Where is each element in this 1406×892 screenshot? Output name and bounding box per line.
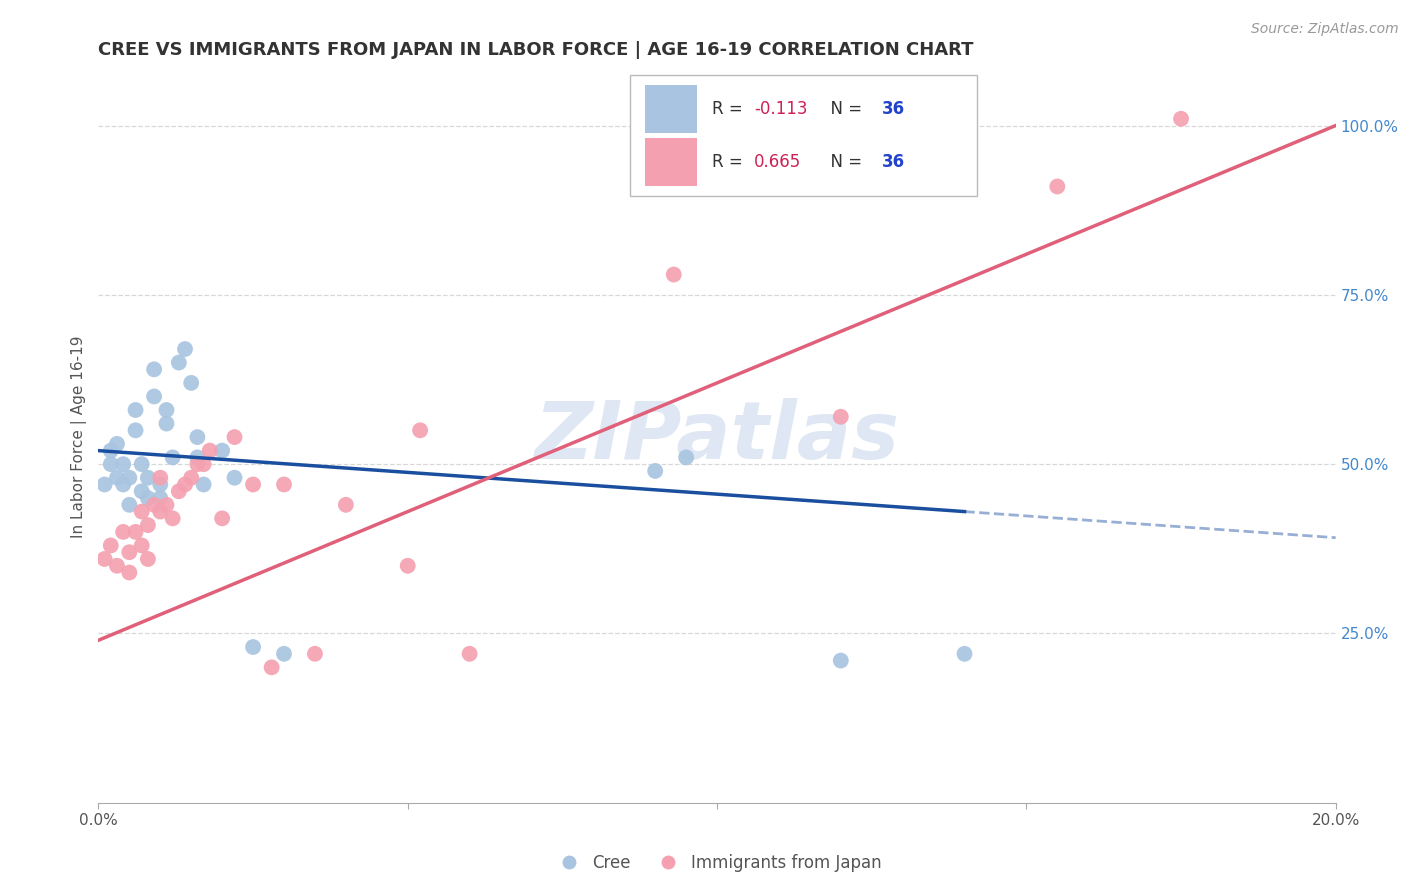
Text: CREE VS IMMIGRANTS FROM JAPAN IN LABOR FORCE | AGE 16-19 CORRELATION CHART: CREE VS IMMIGRANTS FROM JAPAN IN LABOR F… bbox=[98, 41, 974, 59]
Point bbox=[112, 457, 135, 471]
Point bbox=[118, 498, 141, 512]
Point bbox=[396, 558, 419, 573]
Text: -0.113: -0.113 bbox=[754, 100, 807, 118]
Point bbox=[105, 437, 128, 451]
Point bbox=[105, 558, 128, 573]
Point bbox=[186, 457, 208, 471]
Legend: Cree, Immigrants from Japan: Cree, Immigrants from Japan bbox=[546, 847, 889, 879]
Point bbox=[124, 423, 146, 437]
FancyBboxPatch shape bbox=[630, 75, 977, 195]
Point bbox=[136, 518, 159, 533]
Point bbox=[193, 457, 215, 471]
Point bbox=[273, 477, 295, 491]
Y-axis label: In Labor Force | Age 16-19: In Labor Force | Age 16-19 bbox=[72, 335, 87, 539]
Point bbox=[198, 443, 221, 458]
FancyBboxPatch shape bbox=[645, 138, 697, 186]
Point bbox=[242, 477, 264, 491]
Point bbox=[149, 505, 172, 519]
Point bbox=[167, 484, 190, 499]
Point bbox=[112, 524, 135, 539]
Point bbox=[118, 545, 141, 559]
Point bbox=[224, 471, 246, 485]
Point bbox=[149, 491, 172, 505]
Point bbox=[186, 430, 208, 444]
Point bbox=[174, 342, 197, 356]
Point bbox=[211, 511, 233, 525]
Point bbox=[118, 566, 141, 580]
Point bbox=[953, 647, 976, 661]
Point bbox=[644, 464, 666, 478]
Point bbox=[242, 640, 264, 654]
Point bbox=[149, 477, 172, 491]
Point bbox=[118, 471, 141, 485]
Text: R =: R = bbox=[711, 153, 748, 171]
Point bbox=[224, 430, 246, 444]
Point bbox=[409, 423, 432, 437]
Text: 36: 36 bbox=[882, 100, 904, 118]
Point bbox=[167, 355, 190, 369]
Point bbox=[100, 443, 122, 458]
Text: N =: N = bbox=[820, 153, 868, 171]
Point bbox=[131, 505, 153, 519]
Point bbox=[155, 417, 177, 431]
Point bbox=[186, 450, 208, 465]
Point bbox=[131, 457, 153, 471]
Point bbox=[180, 471, 202, 485]
Point bbox=[662, 268, 685, 282]
Point bbox=[112, 477, 135, 491]
FancyBboxPatch shape bbox=[645, 85, 697, 133]
Point bbox=[100, 457, 122, 471]
Point bbox=[131, 484, 153, 499]
Point bbox=[105, 471, 128, 485]
Point bbox=[124, 524, 146, 539]
Text: 36: 36 bbox=[882, 153, 904, 171]
Point bbox=[143, 498, 166, 512]
Text: ZIPatlas: ZIPatlas bbox=[534, 398, 900, 476]
Point bbox=[162, 450, 184, 465]
Point bbox=[143, 389, 166, 403]
Point bbox=[136, 471, 159, 485]
Point bbox=[211, 443, 233, 458]
Point bbox=[273, 647, 295, 661]
Text: Source: ZipAtlas.com: Source: ZipAtlas.com bbox=[1251, 22, 1399, 37]
Point bbox=[149, 471, 172, 485]
Point bbox=[93, 477, 115, 491]
Point bbox=[830, 409, 852, 424]
Point bbox=[136, 552, 159, 566]
Point bbox=[131, 538, 153, 552]
Point bbox=[335, 498, 357, 512]
Point bbox=[1046, 179, 1069, 194]
Point bbox=[458, 647, 481, 661]
Point bbox=[1170, 112, 1192, 126]
Point bbox=[162, 511, 184, 525]
Point bbox=[180, 376, 202, 390]
Point bbox=[675, 450, 697, 465]
Point bbox=[155, 403, 177, 417]
Text: N =: N = bbox=[820, 100, 868, 118]
Point bbox=[100, 538, 122, 552]
Point bbox=[143, 362, 166, 376]
Point bbox=[304, 647, 326, 661]
Point bbox=[124, 403, 146, 417]
Point bbox=[155, 498, 177, 512]
Point bbox=[174, 477, 197, 491]
Point bbox=[136, 491, 159, 505]
Point bbox=[830, 654, 852, 668]
Point bbox=[260, 660, 283, 674]
Point bbox=[193, 477, 215, 491]
Point bbox=[93, 552, 115, 566]
Text: 0.665: 0.665 bbox=[754, 153, 801, 171]
Text: R =: R = bbox=[711, 100, 748, 118]
